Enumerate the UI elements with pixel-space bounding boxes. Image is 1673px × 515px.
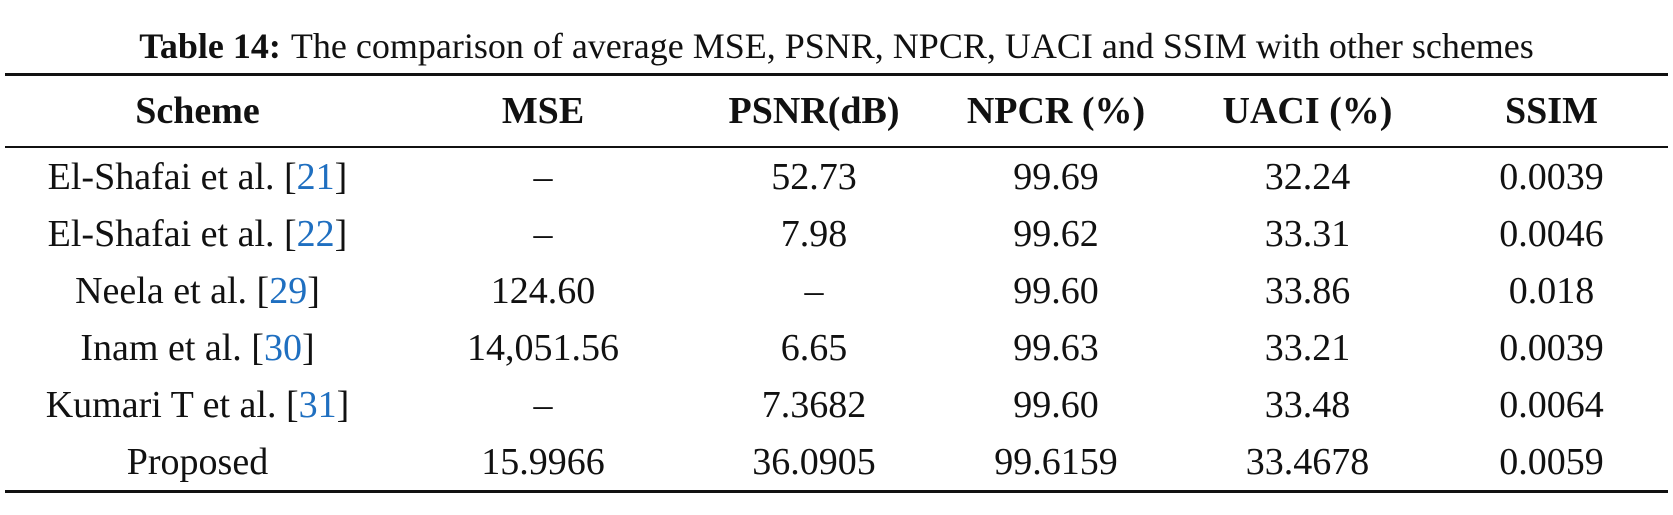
value-cell: 0.0064 (1499, 383, 1604, 426)
scheme-cell: El-Shafai et al. [21] (5, 147, 390, 205)
citation: 30 (263, 326, 302, 369)
scheme-text: Kumari T et al. [ (45, 383, 299, 426)
header-row: Scheme MSE PSNR(dB) NPCR (%) UACI (%) SSIM (5, 74, 1668, 147)
value-cell: 0.018 (1508, 269, 1595, 312)
scheme-cell: Proposed (5, 433, 390, 492)
citation: 21 (296, 155, 335, 198)
citation: 22 (296, 212, 335, 255)
table-head: Scheme MSE PSNR(dB) NPCR (%) UACI (%) SSIM (5, 74, 1668, 147)
caption-label: Table 14: (139, 26, 281, 66)
column-header: SSIM (1505, 90, 1598, 132)
value-cell: 33.48 (1264, 383, 1351, 426)
value-cell: 6.65 (780, 326, 848, 369)
column-header: Scheme (135, 90, 260, 132)
value-cell: 99.69 (1013, 155, 1099, 198)
value-cell: 124.60 (490, 269, 596, 312)
scheme-text: Proposed (126, 440, 269, 483)
column-header: PSNR(dB) (728, 90, 900, 132)
value-cell: 0.0059 (1499, 440, 1604, 483)
value-cell: 7.98 (780, 212, 848, 255)
citation: 31 (298, 383, 337, 426)
table-caption: Table 14: The comparison of average MSE, … (0, 22, 1673, 70)
column-header: MSE (501, 90, 585, 132)
value-cell: 99.63 (1013, 326, 1099, 369)
value-cell: 14,051.56 (467, 326, 619, 369)
value-cell: 32.24 (1264, 155, 1351, 198)
value-cell: 7.3682 (761, 383, 867, 426)
scheme-text: Neela et al. [ (75, 269, 270, 312)
value-cell: 33.4678 (1245, 440, 1370, 483)
value-cell: 0.0039 (1499, 155, 1604, 198)
value-cell: 36.0905 (752, 440, 876, 483)
table-row: Inam et al. [30] 14,051.56 6.65 99.63 33.21 0… (5, 319, 1668, 376)
scheme-text: ] (334, 155, 348, 198)
value-cell: 99.60 (1013, 383, 1099, 426)
table-row: Proposed 15.9966 36.0905 99.6159 33.4678 0.00… (5, 433, 1668, 492)
table-row: El-Shafai et al. [21] – 52.73 99.69 32.24 0.0… (5, 147, 1668, 205)
value-cell: – (533, 212, 553, 255)
value-cell: 0.0039 (1499, 326, 1604, 369)
value-cell: 15.9966 (481, 440, 605, 483)
scheme-text: El-Shafai et al. [ (47, 212, 297, 255)
scheme-text: Inam et al. [ (80, 326, 264, 369)
column-header: NPCR (%) (966, 90, 1146, 132)
value-cell: 52.73 (771, 155, 857, 198)
scheme-text: ] (301, 326, 315, 369)
value-cell: 99.60 (1013, 269, 1099, 312)
citation: 29 (269, 269, 308, 312)
scheme-text: ] (334, 212, 348, 255)
value-cell: 99.62 (1013, 212, 1099, 255)
scheme-cell: Kumari T et al. [31] (5, 376, 390, 433)
value-cell: – (804, 269, 824, 312)
value-cell: 33.86 (1264, 269, 1351, 312)
table-row: Kumari T et al. [31] – 7.3682 99.60 33.48 0.0… (5, 376, 1668, 433)
table-body: El-Shafai et al. [21] –52.73 99.69 32.24 0.0… (5, 147, 1668, 492)
comparison-table: Scheme MSE PSNR(dB) NPCR (%) UACI (%) SSIM El… (5, 73, 1668, 493)
table-row: Neela et al. [29] 124.60 – 99.60 33.86 0.018 (5, 262, 1668, 319)
scheme-text: ] (307, 269, 320, 312)
value-cell: – (533, 155, 553, 198)
scheme-text: El-Shafai et al. [ (47, 155, 297, 198)
scheme-cell: El-Shafai et al. [22] (5, 205, 390, 262)
value-cell: 99.6159 (994, 440, 1118, 483)
table-row: El-Shafai et al. [22] – 7.98 99.62 33.31 0.00… (5, 205, 1668, 262)
scheme-cell: Neela et al. [29] (5, 262, 390, 319)
column-header: UACI (%) (1222, 90, 1393, 132)
value-cell: 33.31 (1264, 212, 1351, 255)
value-cell: 33.21 (1264, 326, 1351, 369)
value-cell: 0.0046 (1499, 212, 1604, 255)
scheme-text: ] (336, 383, 350, 426)
scheme-cell: Inam et al. [30] (5, 319, 390, 376)
value-cell: – (533, 383, 553, 426)
caption-text: The comparison of average MSE, PSNR, NPC… (290, 26, 1534, 66)
